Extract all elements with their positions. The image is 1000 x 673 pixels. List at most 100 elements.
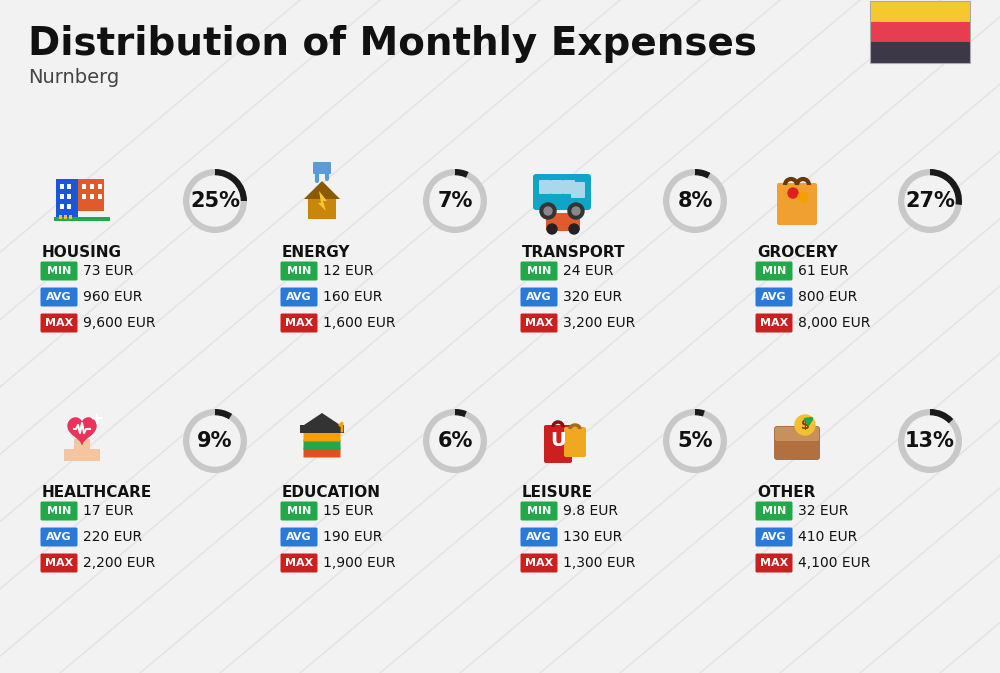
FancyBboxPatch shape xyxy=(67,184,71,189)
FancyBboxPatch shape xyxy=(67,194,71,199)
Text: HEALTHCARE: HEALTHCARE xyxy=(42,485,152,500)
FancyBboxPatch shape xyxy=(544,425,572,463)
Wedge shape xyxy=(898,169,962,233)
Text: 8%: 8% xyxy=(677,191,713,211)
Text: 12 EUR: 12 EUR xyxy=(323,264,374,278)
FancyBboxPatch shape xyxy=(40,501,78,520)
FancyBboxPatch shape xyxy=(775,427,819,441)
Circle shape xyxy=(788,188,798,198)
FancyBboxPatch shape xyxy=(40,553,78,573)
Text: 27%: 27% xyxy=(905,191,955,211)
Wedge shape xyxy=(215,169,247,201)
FancyBboxPatch shape xyxy=(82,184,86,189)
Text: 7%: 7% xyxy=(437,191,473,211)
FancyBboxPatch shape xyxy=(40,314,78,332)
FancyBboxPatch shape xyxy=(756,262,792,281)
FancyBboxPatch shape xyxy=(563,180,575,194)
Text: AVG: AVG xyxy=(526,532,552,542)
Text: U: U xyxy=(550,431,566,450)
FancyBboxPatch shape xyxy=(304,448,340,458)
FancyBboxPatch shape xyxy=(40,262,78,281)
Text: MAX: MAX xyxy=(45,558,73,568)
Text: 25%: 25% xyxy=(190,191,240,211)
Circle shape xyxy=(795,415,815,435)
FancyBboxPatch shape xyxy=(78,179,104,211)
Text: 960 EUR: 960 EUR xyxy=(83,290,142,304)
Circle shape xyxy=(540,203,556,219)
Text: 220 EUR: 220 EUR xyxy=(83,530,142,544)
FancyBboxPatch shape xyxy=(546,213,580,231)
Text: Distribution of Monthly Expenses: Distribution of Monthly Expenses xyxy=(28,25,757,63)
Circle shape xyxy=(430,176,480,226)
Wedge shape xyxy=(423,169,487,233)
Text: $: $ xyxy=(801,419,809,431)
Text: 160 EUR: 160 EUR xyxy=(323,290,382,304)
Text: 1,900 EUR: 1,900 EUR xyxy=(323,556,396,570)
Wedge shape xyxy=(695,409,705,417)
FancyBboxPatch shape xyxy=(520,287,558,306)
Text: +: + xyxy=(89,410,103,428)
Text: AVG: AVG xyxy=(46,292,72,302)
FancyBboxPatch shape xyxy=(90,184,94,189)
Wedge shape xyxy=(183,409,247,473)
Text: AVG: AVG xyxy=(46,532,72,542)
Polygon shape xyxy=(64,439,100,461)
Circle shape xyxy=(905,176,955,226)
FancyBboxPatch shape xyxy=(90,194,94,199)
FancyBboxPatch shape xyxy=(520,501,558,520)
FancyBboxPatch shape xyxy=(280,528,318,546)
Text: 2,200 EUR: 2,200 EUR xyxy=(83,556,155,570)
FancyBboxPatch shape xyxy=(82,194,86,199)
Text: EDUCATION: EDUCATION xyxy=(282,485,381,500)
FancyBboxPatch shape xyxy=(756,314,792,332)
FancyBboxPatch shape xyxy=(56,179,78,217)
Text: AVG: AVG xyxy=(526,292,552,302)
Text: 9%: 9% xyxy=(197,431,233,451)
FancyBboxPatch shape xyxy=(870,1,970,22)
FancyBboxPatch shape xyxy=(571,182,585,198)
FancyBboxPatch shape xyxy=(300,425,344,433)
FancyBboxPatch shape xyxy=(870,42,970,63)
FancyBboxPatch shape xyxy=(60,194,64,199)
Text: 190 EUR: 190 EUR xyxy=(323,530,382,544)
Wedge shape xyxy=(898,409,962,473)
Text: AVG: AVG xyxy=(286,292,312,302)
Circle shape xyxy=(544,207,552,215)
Circle shape xyxy=(798,192,808,202)
Text: 1,600 EUR: 1,600 EUR xyxy=(323,316,396,330)
Text: MAX: MAX xyxy=(285,558,313,568)
Wedge shape xyxy=(455,409,467,418)
Text: AVG: AVG xyxy=(761,292,787,302)
Polygon shape xyxy=(68,418,96,444)
Text: 9,600 EUR: 9,600 EUR xyxy=(83,316,156,330)
Text: 61 EUR: 61 EUR xyxy=(798,264,849,278)
Circle shape xyxy=(670,416,720,466)
Text: 24 EUR: 24 EUR xyxy=(563,264,613,278)
Text: 6%: 6% xyxy=(437,431,473,451)
Wedge shape xyxy=(663,409,727,473)
Text: 4,100 EUR: 4,100 EUR xyxy=(798,556,870,570)
Polygon shape xyxy=(318,191,327,211)
Wedge shape xyxy=(455,169,469,178)
FancyBboxPatch shape xyxy=(870,22,970,42)
FancyBboxPatch shape xyxy=(520,553,558,573)
Wedge shape xyxy=(930,409,953,424)
Text: Nurnberg: Nurnberg xyxy=(28,68,119,87)
Text: MAX: MAX xyxy=(45,318,73,328)
FancyBboxPatch shape xyxy=(60,204,64,209)
Text: 800 EUR: 800 EUR xyxy=(798,290,857,304)
FancyBboxPatch shape xyxy=(756,287,792,306)
FancyBboxPatch shape xyxy=(40,528,78,546)
FancyBboxPatch shape xyxy=(280,501,318,520)
FancyBboxPatch shape xyxy=(40,287,78,306)
Circle shape xyxy=(190,176,240,226)
Circle shape xyxy=(568,203,584,219)
Text: 13%: 13% xyxy=(905,431,955,451)
FancyBboxPatch shape xyxy=(98,194,102,199)
FancyBboxPatch shape xyxy=(520,262,558,281)
Circle shape xyxy=(569,224,579,234)
FancyBboxPatch shape xyxy=(756,528,792,546)
FancyBboxPatch shape xyxy=(313,162,331,174)
FancyBboxPatch shape xyxy=(551,180,563,194)
Text: 73 EUR: 73 EUR xyxy=(83,264,133,278)
